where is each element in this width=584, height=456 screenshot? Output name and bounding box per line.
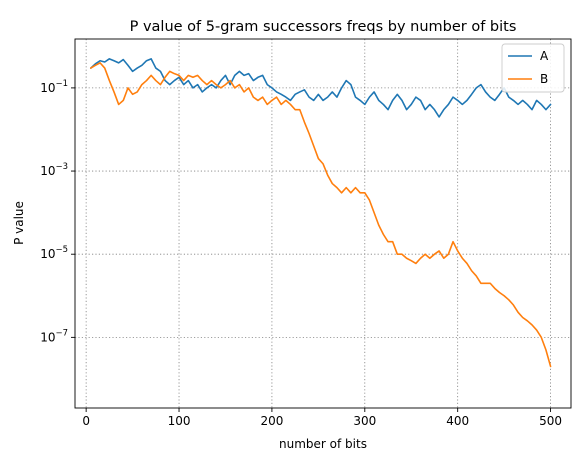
y-tick-label: 10−1 [40,79,68,95]
series-layer [89,58,552,368]
series-line-a [89,58,552,118]
x-tick-label: 0 [82,414,90,428]
y-axis-label: P value [12,201,26,245]
series-line-b [89,62,552,368]
y-tick-label: 10−5 [40,245,68,261]
legend-box [501,43,565,93]
x-axis-label: number of bits [279,437,367,451]
legend-label-b: B [540,72,548,86]
x-tick-label: 200 [260,414,283,428]
x-tick-label: 300 [353,414,376,428]
x-tick-label: 500 [539,414,562,428]
x-tick-label: 100 [168,414,191,428]
y-axis: 10−7 10−5 10−3 10−1 [40,79,75,344]
y-tick-label: 10−3 [40,162,68,178]
x-tick-label: 400 [446,414,469,428]
legend: A B [501,43,565,93]
y-tick-label: 10−7 [40,328,68,344]
x-axis: 0 100 200 300 400 500 [82,408,562,428]
plot-frame [74,38,572,409]
legend-label-a: A [540,49,549,63]
grid [75,39,571,408]
chart-title: P value of 5-gram successors freqs by nu… [130,19,517,35]
